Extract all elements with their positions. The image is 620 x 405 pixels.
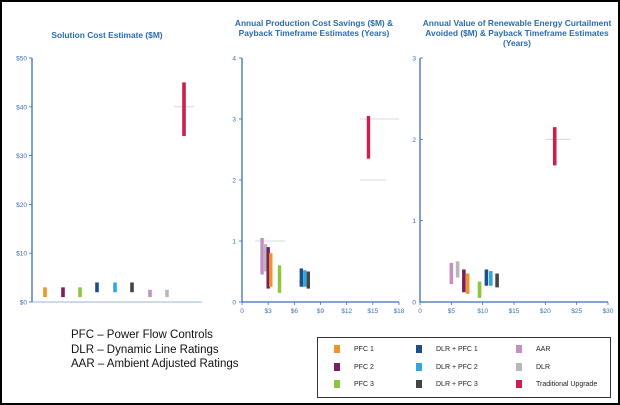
- legend-label: DLR + PFC 2: [436, 363, 478, 371]
- savings-bar-pfc-3: [277, 265, 282, 293]
- savings-x-tick-label: 0: [240, 308, 244, 315]
- curtailment-chart-title: Annual Value of Renewable Energy Curtail…: [422, 18, 612, 48]
- curtailment-x-tick-label: $20: [540, 308, 551, 315]
- legend-label: Traditional Upgrade: [536, 380, 598, 388]
- curtailment-x-tick-label: $30: [603, 308, 614, 315]
- legend-item-dlr-pfc-2: DLR + PFC 2: [416, 363, 478, 371]
- legend-item-dlr-pfc-3: DLR + PFC 3: [416, 380, 478, 388]
- curtailment-bar-pfc-1: [465, 273, 470, 294]
- curtailment-y-tick-label: 3: [412, 56, 416, 63]
- curtailment-bar-dlr-pfc-1: [484, 269, 489, 286]
- cost-bar-pfc-2: [61, 287, 65, 298]
- savings-x-tick-label: $18: [394, 308, 405, 315]
- savings-y-tick-label: 4: [232, 56, 236, 63]
- curtailment-y-tick-label: 0: [412, 300, 416, 307]
- savings-bar-pfc-2: [266, 247, 270, 289]
- abbreviation-pfc: PFC – Power Flow Controls: [71, 329, 213, 341]
- curtailment-x-tick-label: 0: [418, 308, 422, 315]
- cost-bar-pfc-3: [78, 287, 82, 298]
- savings-bar-aar: [260, 237, 264, 275]
- cost-chart: $0 $10 $20 $30 $40 $50: [16, 56, 202, 307]
- legend-item-dlr-pfc-1: DLR + PFC 1: [416, 345, 478, 353]
- curtailment-y-tick-label: 1: [412, 218, 416, 225]
- cost-bar-dlr-pfc-1: [95, 282, 99, 293]
- curtailment-bar-pfc-3: [477, 281, 482, 298]
- legend-swatch: [416, 345, 422, 353]
- savings-chart-title: Annual Production Cost Savings ($M) & Pa…: [234, 18, 394, 38]
- savings-y-tick-label: 0: [232, 300, 236, 307]
- curtailment-bar-dlr: [455, 261, 460, 278]
- legend-label: DLR + PFC 1: [436, 345, 478, 353]
- cost-bar-dlr-pfc-3: [130, 282, 134, 293]
- legend-swatch: [416, 363, 422, 371]
- savings-bar-traditional-upgrade: [366, 115, 371, 159]
- legend-swatch: [516, 380, 522, 388]
- legend-label: PFC 2: [354, 363, 374, 371]
- cost-y-tick-label: $40: [16, 104, 27, 111]
- abbreviation-aar: AAR – Ambient Adjusted Ratings: [71, 358, 239, 370]
- legend-label: DLR: [536, 363, 551, 371]
- curtailment-bar-aar: [449, 262, 454, 285]
- legend: PFC 1 DLR + PFC 1 AAR PFC 2 DLR + PFC 2 DLR PF…: [317, 337, 611, 398]
- curtailment-bar-pfc-2: [462, 269, 466, 293]
- savings-x-tick-label: $15: [367, 308, 378, 315]
- curtailment-x-tick-label: $25: [571, 308, 582, 315]
- curtailment-bar-traditional-upgrade: [552, 127, 557, 166]
- savings-chart: 0 1 2 3 4 0 $3 $6 $9 $12 $15 $18: [232, 56, 405, 316]
- cost-bar-traditional-upgrade: [182, 82, 186, 137]
- legend-item-pfc-3: PFC 3: [334, 380, 374, 388]
- savings-bar-dlr: [263, 244, 268, 272]
- legend-swatch: [416, 380, 422, 388]
- savings-x-tick-label: $3: [265, 308, 273, 315]
- savings-x-tick-label: $6: [291, 308, 299, 315]
- cost-y-tick-label: $50: [16, 56, 27, 63]
- legend-swatch: [334, 380, 340, 388]
- legend-item-dlr: DLR: [516, 363, 550, 371]
- savings-y-tick-label: 3: [232, 117, 236, 124]
- savings-bar-pfc-1: [269, 253, 273, 287]
- savings-bar-dlr-pfc-3: [306, 271, 310, 289]
- cost-y-tick-label: $20: [16, 202, 27, 209]
- savings-x-tick-label: $9: [317, 308, 325, 315]
- cost-y-tick-label: $0: [20, 300, 28, 307]
- curtailment-x-tick-label: $10: [477, 308, 488, 315]
- cost-y-tick-label: $30: [16, 153, 27, 160]
- cost-y-tick-label: $10: [16, 251, 27, 258]
- curtailment-x-tick-label: $15: [509, 308, 520, 315]
- legend-label: DLR + PFC 3: [436, 380, 478, 388]
- savings-y-tick-label: 1: [232, 239, 236, 246]
- legend-label: PFC 1: [354, 345, 374, 353]
- abbreviation-dlr: DLR – Dynamic Line Ratings: [71, 343, 219, 356]
- legend-label: AAR: [536, 345, 551, 353]
- curtailment-bar-dlr-pfc-3: [495, 273, 499, 288]
- curtailment-chart: 0 1 2 3 0 $5 $10 $15 $20 $25 $30: [412, 56, 614, 316]
- legend-label: PFC 3: [354, 380, 374, 388]
- legend-swatch: [334, 345, 340, 353]
- abbreviation-list: PFC – Power Flow Controls DLR – Dynamic …: [71, 328, 239, 372]
- legend-swatch: [516, 363, 522, 371]
- curtailment-x-tick-label: $5: [448, 308, 456, 315]
- cost-bar-dlr: [165, 289, 169, 298]
- curtailment-bar-dlr-pfc-2: [489, 271, 493, 286]
- legend-item-traditional-upgrade: Traditional Upgrade: [516, 380, 597, 388]
- cost-bar-pfc-1: [43, 287, 47, 298]
- legend-item-pfc-1: PFC 1: [334, 345, 374, 353]
- savings-y-tick-label: 2: [232, 178, 236, 185]
- cost-chart-title: Solution Cost Estimate ($M): [51, 30, 163, 40]
- legend-item-aar: AAR: [516, 345, 550, 353]
- curtailment-y-tick-label: 2: [412, 137, 416, 144]
- savings-x-tick-label: $12: [341, 308, 352, 315]
- cost-bar-dlr-pfc-2: [113, 282, 117, 293]
- savings-bar-dlr-pfc-2: [303, 270, 307, 287]
- savings-bar-dlr-pfc-1: [299, 268, 304, 287]
- legend-item-pfc-2: PFC 2: [334, 363, 374, 371]
- legend-swatch: [516, 345, 522, 353]
- cost-bar-aar: [148, 289, 152, 298]
- legend-swatch: [334, 363, 340, 371]
